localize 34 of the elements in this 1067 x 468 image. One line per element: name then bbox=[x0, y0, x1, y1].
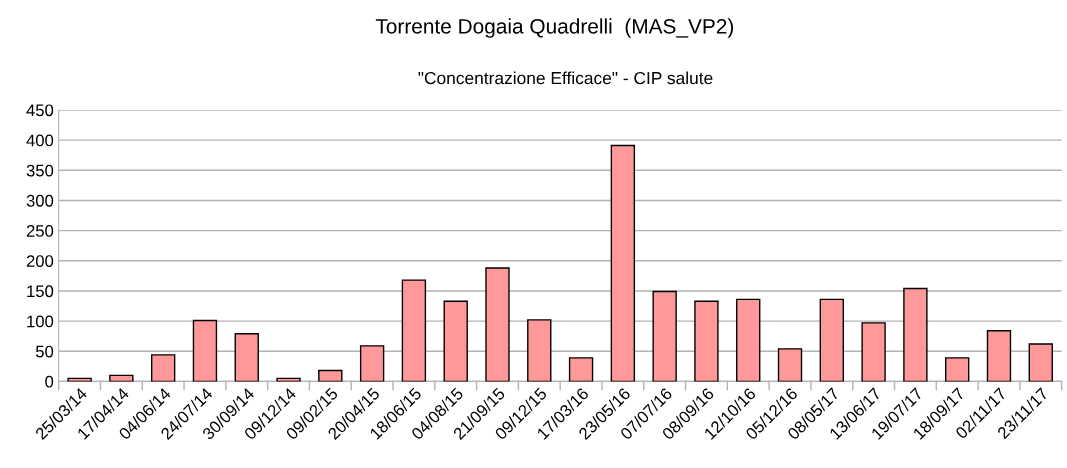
y-tick-label: 0 bbox=[45, 375, 54, 388]
chart-title: Torrente Dogaia Quadrelli (MAS_VP2) bbox=[375, 18, 734, 38]
y-tick-label: 150 bbox=[27, 285, 54, 298]
bar bbox=[986, 330, 1012, 382]
bar bbox=[234, 333, 259, 382]
y-tick-label: 200 bbox=[26, 255, 54, 267]
bar bbox=[777, 348, 803, 382]
bar bbox=[192, 319, 218, 382]
bar bbox=[150, 354, 176, 382]
bar bbox=[401, 279, 427, 382]
y-tick-label: 50 bbox=[35, 345, 54, 358]
bar bbox=[694, 300, 719, 382]
bar bbox=[819, 298, 845, 382]
bar bbox=[1028, 343, 1053, 382]
bar bbox=[610, 144, 636, 382]
chart-subtitle: "Concentrazione Efficace" - CIP salute bbox=[418, 71, 713, 85]
bar bbox=[568, 357, 594, 382]
bar bbox=[527, 319, 552, 382]
y-tick-label: 300 bbox=[26, 194, 54, 207]
bar bbox=[945, 357, 970, 382]
bar bbox=[443, 300, 468, 382]
bar bbox=[318, 369, 343, 382]
y-tick-label: 450 bbox=[26, 104, 54, 117]
bar bbox=[903, 287, 928, 382]
bar bbox=[861, 322, 886, 382]
bar bbox=[485, 267, 510, 382]
y-tick-label: 100 bbox=[27, 315, 54, 328]
bar bbox=[652, 290, 677, 382]
y-tick-label: 350 bbox=[26, 164, 54, 177]
y-tick-label: 400 bbox=[26, 134, 54, 147]
bar bbox=[736, 298, 761, 382]
y-tick-label: 250 bbox=[26, 225, 54, 237]
bar bbox=[359, 345, 385, 382]
bar bbox=[109, 374, 134, 382]
